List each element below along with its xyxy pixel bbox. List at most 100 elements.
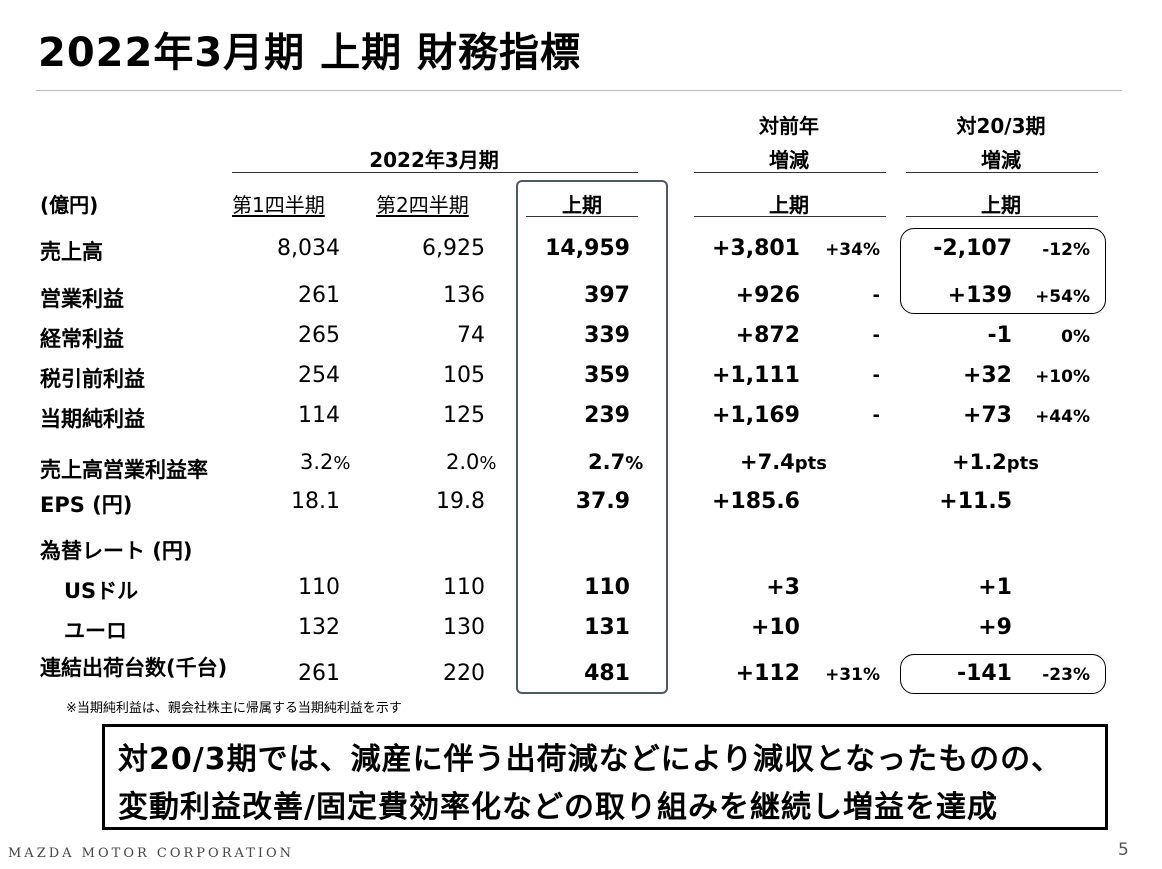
period-header: 2022年3月期 [369,148,499,172]
vs20-h1-rule [906,216,1098,217]
q1-value: 8,034 [277,236,340,261]
q2-value: 6,925 [422,236,485,261]
vs20-header-line1: 対20/3期 [956,114,1046,138]
vs20-header-line2: 増減 [981,148,1021,172]
q2-value: 110 [443,575,485,600]
yoy-value: +1,111 [711,363,800,388]
key-message-box [102,724,1108,830]
yoy-value: +926 [735,283,800,308]
row-label: EPS (円) [40,493,133,517]
yoy-h1-rule [694,216,886,217]
yoy-percent: - [872,325,880,346]
h1-value: 359 [584,363,630,388]
vs20-value: +1 [978,575,1012,600]
q2-value: 19.8 [436,489,485,514]
yoy-percent: +34% [825,240,880,260]
h1-header: 上期 [562,193,602,217]
yoy-header-line2: 増減 [769,148,809,172]
q1-value: 110 [298,575,340,600]
h1-value: 14,959 [545,236,630,261]
yoy-value: +3,801 [711,236,800,261]
yoy-percent: - [872,365,880,386]
yoy-value: +1,169 [711,403,800,428]
vs20-value: +1.2pts [952,450,1039,474]
row-label: 連結出荷台数(千台) [40,656,228,680]
key-message-line-2: 変動利益改善/固定費効率化などの取り組みを継続し増益を達成 [118,790,998,825]
yoy-header-rule [694,172,886,173]
yoy-percent: +31% [825,665,880,685]
h1-value: 2.7% [588,450,644,474]
h1-value: 481 [584,661,630,686]
q2-header: 第2四半期 [376,193,469,217]
q2-value: 125 [443,403,485,428]
footnote: ※当期純利益は、親会社株主に帰属する当期純利益を示す [66,701,402,716]
h1-value: 239 [584,403,630,428]
vs20-value: +139 [947,283,1012,308]
yoy-percent: - [872,285,880,306]
vs20-value: -141 [956,661,1012,686]
yoy-header-line1: 対前年 [759,114,819,138]
yoy-value: +3 [766,575,800,600]
fx-section-label: 為替レート (円) [40,539,193,563]
yoy-value: +112 [735,661,800,686]
key-message-line-1: 対20/3期では、減産に伴う出荷減などにより減収となったものの、 [118,742,1063,777]
q2-value: 130 [443,615,485,640]
vs20-value: -1 [987,323,1012,348]
vs20-percent: -23% [1042,665,1090,685]
corporation-name: MAZDA MOTOR CORPORATION [8,846,294,861]
h1-value: 339 [584,323,630,348]
period-header-rule [232,172,638,173]
q1-header: 第1四半期 [232,193,325,217]
vs20-header-rule [906,172,1098,173]
yoy-value: +7.4pts [740,450,827,474]
row-label: 売上高営業利益率 [40,458,208,482]
row-label: 税引前利益 [40,367,145,391]
h1-value: 131 [584,615,630,640]
q1-value: 132 [298,615,340,640]
row-label: 営業利益 [40,287,124,311]
yoy-value: +185.6 [711,489,800,514]
yoy-value: +10 [750,615,800,640]
q2-value: 74 [457,323,485,348]
q1-value: 261 [298,283,340,308]
row-label: 当期純利益 [40,407,145,431]
row-label: 経常利益 [40,327,124,351]
h1-value: 397 [584,283,630,308]
q2-value: 105 [443,363,485,388]
page-title: 2022年3月期 上期 財務指標 [38,30,582,76]
vs20-value: -2,107 [933,236,1012,261]
vs20-value: +11.5 [939,489,1012,514]
h1-value: 37.9 [575,489,630,514]
h1-value: 110 [584,575,630,600]
vs20-percent: +54% [1035,287,1090,307]
vs20-percent: 0% [1061,327,1090,347]
yoy-percent: - [872,405,880,426]
row-label: 売上高 [40,240,103,264]
yoy-h1-header: 上期 [769,193,809,217]
vs20-value: +9 [978,615,1012,640]
title-divider [36,90,1122,91]
vs20-value: +73 [962,403,1012,428]
q1-value: 18.1 [291,489,340,514]
q1-value: 3.2% [300,450,351,474]
q2-value: 136 [443,283,485,308]
row-label: ユーロ [64,619,127,643]
h1-column-highlight [516,180,668,694]
revenue-profit-vs20-highlight [900,228,1106,314]
h1-header-rule [526,216,638,217]
q1-value: 261 [298,661,340,686]
q1-value: 265 [298,323,340,348]
vs20-value: +32 [962,363,1012,388]
q1-value: 114 [298,403,340,428]
q2-value: 2.0% [446,450,497,474]
vs20-percent: +44% [1035,407,1090,427]
shipments-vs20-highlight [900,654,1106,694]
unit-label: (億円) [40,193,99,217]
vs20-percent: -12% [1042,240,1090,260]
q2-value: 220 [443,661,485,686]
row-label: USドル [64,579,139,603]
vs20-percent: +10% [1035,367,1090,387]
vs20-h1-header: 上期 [981,193,1021,217]
page-number: 5 [1118,840,1129,860]
yoy-value: +872 [735,323,800,348]
